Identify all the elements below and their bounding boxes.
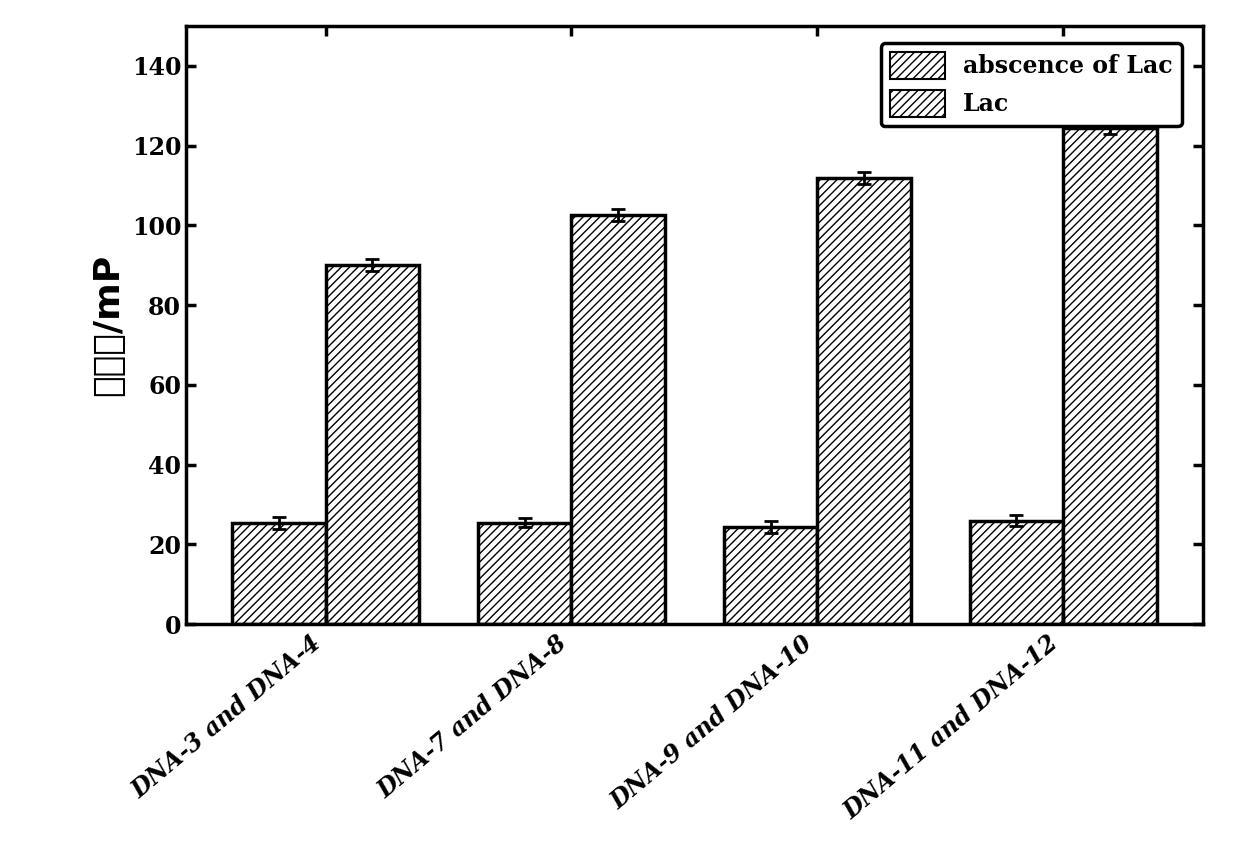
Bar: [572, 215, 665, 624]
Bar: [1063, 127, 1157, 624]
Bar: [479, 523, 572, 624]
Legend: abscence of Lac, Lac: abscence of Lac, Lac: [880, 43, 1182, 127]
Y-axis label: 极化率/mP: 极化率/mP: [91, 254, 125, 396]
Bar: [232, 523, 326, 624]
Bar: [326, 265, 419, 624]
Bar: [724, 526, 817, 624]
Bar: [817, 178, 910, 624]
Bar: [970, 520, 1063, 624]
